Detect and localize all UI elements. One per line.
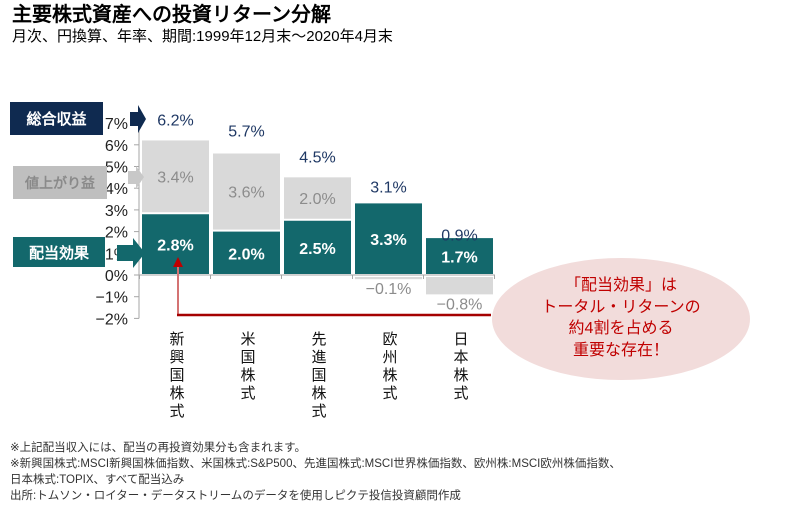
callout-line: 「配当効果」は <box>564 277 677 294</box>
price-bar <box>426 277 493 295</box>
legend-price-gain: 値上がり益 <box>13 166 107 199</box>
category-label: 米国株式 <box>238 331 256 403</box>
total-value-label: 5.7% <box>228 123 264 140</box>
price-value-label: −0.1% <box>366 281 412 298</box>
y-tick-label: 3% <box>105 203 128 220</box>
dividend-bar <box>213 231 280 274</box>
pointer-arrowhead-icon <box>173 257 183 267</box>
y-tick-label: 6% <box>105 138 128 155</box>
price-value-label: 3.6% <box>228 185 264 202</box>
chart-subtitle: 月次、円換算、年率、期間:1999年12月末～2020年4月末 <box>12 28 393 45</box>
data-labels: 2.8% 3.4% 6.2% 2.0% 3.6% 5.7% 2.5% 2.0% 4.5% 3.3%… <box>157 112 482 313</box>
callout-line: 約4割を占める <box>568 320 674 337</box>
dividend-value-label: 3.3% <box>370 232 406 249</box>
price-bar <box>355 277 422 280</box>
category-label: 日本株式 <box>451 331 469 403</box>
category-label: 新興国株式 <box>167 331 185 421</box>
total-value-label: 0.9% <box>441 227 477 244</box>
total-value-label: 3.1% <box>370 180 406 197</box>
price-arrow-icon <box>128 166 144 189</box>
total-arrow-icon <box>130 105 146 133</box>
legend-total-return: 総合収益 <box>10 102 103 135</box>
dividend-bar <box>284 220 351 274</box>
category-label: 先進国株式 <box>309 331 327 421</box>
price-bar <box>213 153 280 230</box>
price-bar <box>284 177 351 219</box>
dividend-arrow-icon <box>117 238 145 268</box>
dividend-value-label: 1.7% <box>441 250 477 267</box>
y-tick-label: −2% <box>96 311 128 328</box>
callout-text: 「配当効果」は トータル・リターンの 約4割を占める 重要な存在！ <box>521 275 721 361</box>
callout-bubble <box>492 258 750 380</box>
price-bar <box>142 140 209 213</box>
footnote-line: ※上記配当収入には、配当の再投資効果分も含まれます。 <box>10 442 306 454</box>
footnote-line: 出所:トムソン・ロイター・データストリームのデータを使用しピクテ投信投資顧問作成 <box>10 490 461 502</box>
y-tick-label: 4% <box>105 181 128 198</box>
y-tick-label: 7% <box>105 116 128 133</box>
bars <box>142 140 493 295</box>
category-label: 欧州株式 <box>380 331 398 403</box>
y-tick-label: −1% <box>96 290 128 307</box>
price-value-label: 3.4% <box>157 169 193 186</box>
footnote-line: ※新興国株式:MSCI新興国株価指数、米国株式:S&P500、先進国株式:MSC… <box>10 458 621 470</box>
total-value-label: 6.2% <box>157 112 193 129</box>
dividend-value-label: 2.0% <box>228 246 264 263</box>
legend-arrows <box>117 105 146 268</box>
total-value-label: 4.5% <box>299 149 335 166</box>
dividend-value-label: 2.5% <box>299 241 335 258</box>
dividend-bar <box>355 203 422 274</box>
chart-title: 主要株式資産への投資リターン分解 <box>12 4 331 26</box>
callout-line: 重要な存在！ <box>572 341 669 359</box>
y-tick-label: 5% <box>105 160 128 177</box>
dividend-value-label: 2.8% <box>157 238 193 255</box>
y-tick-label: 2% <box>105 225 128 242</box>
footnotes: ※上記配当収入には、配当の再投資効果分も含まれます。 ※新興国株式:MSCI新興… <box>10 440 621 504</box>
callout <box>173 257 750 380</box>
y-tick-label: 0% <box>105 268 128 285</box>
dividend-bar <box>426 238 493 274</box>
price-value-label: −0.8% <box>437 296 483 313</box>
footnote-line: 日本株式:TOPIX、すべて配当込み <box>10 474 185 486</box>
legend-dividend-effect: 配当効果 <box>13 237 105 267</box>
callout-line: トータル・リターンの <box>541 298 701 316</box>
price-value-label: 2.0% <box>299 191 335 208</box>
